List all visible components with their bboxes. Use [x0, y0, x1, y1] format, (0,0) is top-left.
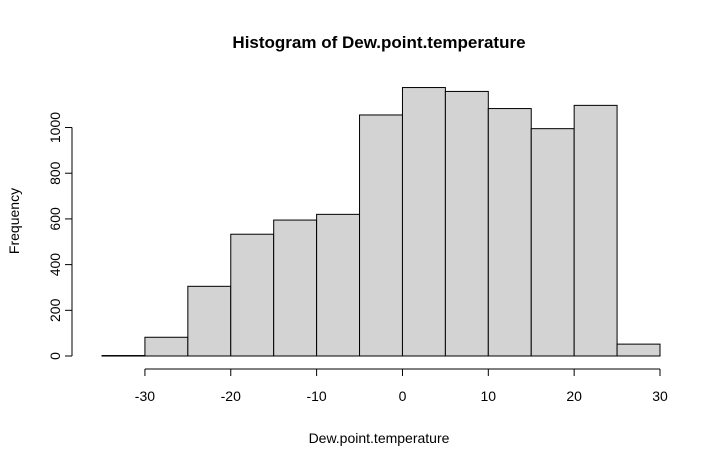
bars-group — [101, 87, 661, 357]
y-tick-label: 600 — [47, 207, 63, 231]
x-tick-label: -10 — [306, 388, 326, 404]
histogram-bar-0 — [101, 355, 146, 357]
y-tick-label: 1000 — [47, 112, 63, 143]
histogram-bar-8 — [444, 90, 489, 357]
histogram-bar-1 — [144, 336, 189, 357]
histogram-bar-9 — [487, 108, 532, 357]
x-tick-label: 30 — [652, 388, 668, 404]
histogram-bar-12 — [616, 343, 661, 357]
x-tick-label: -30 — [135, 388, 155, 404]
x-axis: -30 -20 -10 0 10 20 30 — [135, 368, 668, 404]
x-tick-label: 10 — [481, 388, 497, 404]
chart-title: Histogram of Dew.point.temperature — [232, 33, 525, 52]
histogram-bar-5 — [316, 213, 361, 357]
y-tick-label: 800 — [47, 161, 63, 185]
histogram-bar-3 — [230, 233, 275, 357]
x-tick-label: 20 — [566, 388, 582, 404]
histogram-bar-4 — [273, 219, 318, 357]
histogram-bar-10 — [530, 128, 575, 357]
x-tick-label: -20 — [221, 388, 241, 404]
y-tick-label: 200 — [47, 298, 63, 322]
histogram-bar-7 — [401, 87, 446, 357]
histogram-bar-6 — [359, 114, 403, 357]
histogram-bar-2 — [187, 285, 232, 357]
x-axis-label: Dew.point.temperature — [309, 430, 450, 446]
histogram-bar-11 — [573, 104, 618, 357]
y-tick-label: 0 — [47, 352, 63, 360]
x-tick-label: 0 — [399, 388, 407, 404]
y-axis-label: Frequency — [6, 188, 22, 254]
y-axis: 0 200 400 600 800 1000 — [47, 112, 73, 360]
y-tick-label: 400 — [47, 253, 63, 277]
